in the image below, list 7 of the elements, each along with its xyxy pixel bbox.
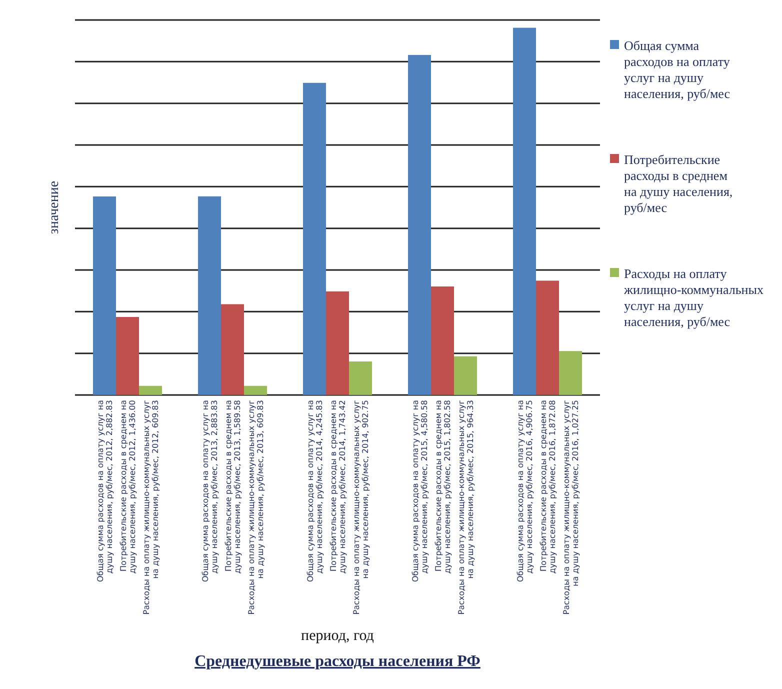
text: Среднедушевые расходы населения РФ <box>194 653 481 670</box>
legend-label: Общая сумма расходов на оплату услуг на душу населения, руб/мес <box>624 38 730 101</box>
text: период, год <box>301 628 374 644</box>
legend-label: Потребительские расходы в среднем на душу населения, руб/мес <box>624 152 733 215</box>
data-label: Общая сумма расходов на оплату услуг на душу населения, руб/мес, 2012, 2,882.83 <box>96 400 114 582</box>
legend-label: Расходы на оплату жилищно-коммунальных услуг на душу населения, руб/мес <box>623 266 764 329</box>
y-axis-title: значение <box>47 180 62 234</box>
